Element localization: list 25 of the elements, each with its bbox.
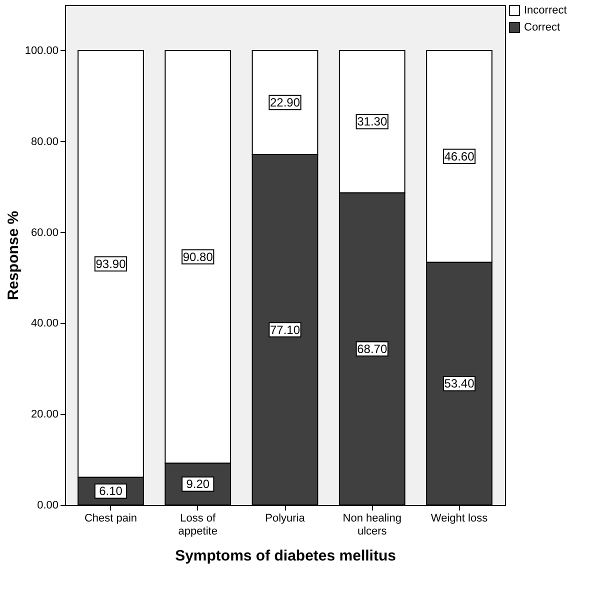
data-label: 46.60 <box>444 149 475 164</box>
data-label: 77.10 <box>270 322 300 337</box>
data-label: 22.90 <box>270 96 300 110</box>
data-label: 53.40 <box>444 376 475 391</box>
x-tick-label: Chest pain <box>84 512 138 524</box>
x-tick-label: Non healing ulcers <box>342 512 402 538</box>
data-label: 93.90 <box>96 256 126 271</box>
x-tick-label: Weight loss <box>430 512 488 524</box>
data-label: 68.70 <box>357 342 388 356</box>
y-tick-label: 60.00 <box>30 226 58 239</box>
data-label: 90.80 <box>182 250 214 264</box>
y-tick-label: 40.00 <box>30 318 58 330</box>
y-tick-label: 0.00 <box>37 500 58 512</box>
data-label: 31.30 <box>357 114 388 129</box>
x-tick-label: Polyuria <box>265 512 306 524</box>
data-label: 6.10 <box>99 484 123 498</box>
y-tick-label: 20.00 <box>30 408 58 421</box>
legend-label: Incorrect <box>524 4 567 16</box>
x-tick-label: Loss of appetite <box>178 512 218 538</box>
legend-label: Correct <box>524 22 560 34</box>
y-axis-title: Response % <box>4 210 22 300</box>
data-label: 9.20 <box>186 477 210 492</box>
x-axis-title: Symptoms of diabetes mellitus <box>175 548 396 564</box>
y-tick-label: 80.00 <box>30 136 58 148</box>
y-tick-label: 100.00 <box>24 44 58 57</box>
